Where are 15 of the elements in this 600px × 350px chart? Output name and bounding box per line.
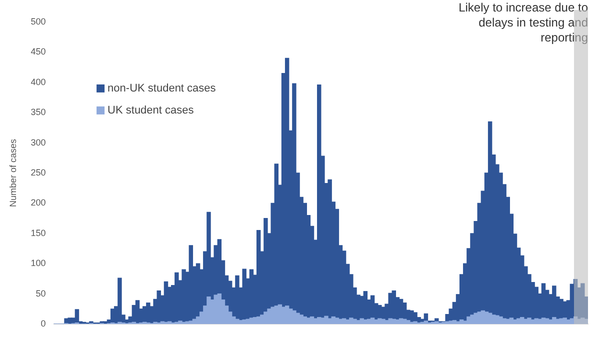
y-tick-label: 400 <box>30 76 46 87</box>
y-tick-label: 0 <box>40 318 46 328</box>
y-tick-label: 300 <box>30 137 46 148</box>
y-tick-label: 50 <box>36 288 46 298</box>
legend-label: non-UK student cases <box>108 82 216 94</box>
y-tick-label: 500 <box>30 16 46 26</box>
y-tick-label: 200 <box>30 198 46 208</box>
legend-label: UK student cases <box>108 104 194 116</box>
y-tick-label: 250 <box>30 167 46 178</box>
y-tick-label: 100 <box>30 258 46 268</box>
y-axis-title: Number of cases <box>8 138 18 208</box>
y-tick-label: 450 <box>30 46 46 57</box>
annotation: Likely to increase due to delays in testing and reporting <box>458 0 588 44</box>
y-tick-label: 350 <box>30 107 46 118</box>
y-tick-label: 150 <box>30 228 46 238</box>
